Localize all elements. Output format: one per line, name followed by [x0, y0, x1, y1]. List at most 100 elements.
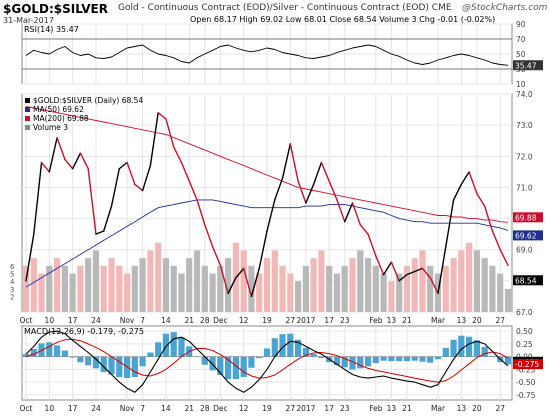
date-tick-label: Mar [431, 316, 446, 325]
price-line-segment [87, 168, 97, 235]
chart-description: Gold - Continuous Contract (EOD)/Silver … [118, 3, 452, 13]
stockcharts-brand: @StockCharts.com [462, 3, 548, 13]
date-tick-label: 27 [495, 316, 505, 325]
volume-bar [193, 250, 201, 312]
volume-bar [217, 265, 224, 312]
macd-histogram-bar [349, 356, 356, 370]
macd-histogram-bar [162, 333, 169, 357]
macd-tick-label: 0.50 [516, 327, 533, 336]
volume-bar [318, 250, 325, 312]
macd-date-tick-label: 12 [239, 404, 249, 413]
volume-bar [61, 265, 68, 312]
volume-bar [388, 281, 395, 312]
rsi-tick-label: 10 [516, 80, 526, 89]
volume-bar [271, 250, 278, 312]
macd-date-tick-label: 20 [472, 404, 482, 413]
macd-histogram-bar [372, 356, 379, 364]
macd-date-tick-label: 28 [200, 404, 210, 413]
macd-histogram-bar [357, 356, 364, 369]
price-line-segment [157, 111, 167, 120]
price-line-segment [219, 264, 229, 295]
macd-histogram-bar [295, 339, 302, 357]
price-tick-label: 69.0 [516, 246, 533, 255]
macd-date-tick-label: 13 [457, 404, 467, 413]
volume-bar [139, 258, 146, 312]
macd-date-tick-label: 2017 [296, 404, 315, 413]
ohlc-readout: Open 68.17 High 69.02 Low 68.01 Close 68… [190, 15, 496, 24]
volume-bar [302, 265, 309, 312]
date-tick-label: 2017 [296, 316, 315, 325]
price-line-segment [491, 230, 501, 251]
date-tick-label: 27 [286, 316, 296, 325]
price-line-segment [242, 267, 253, 298]
volume-bar [178, 273, 185, 312]
macd-histogram-bar [108, 356, 115, 375]
volume-tick-label: 2 [10, 294, 14, 302]
macd-date-tick-label: Nov [120, 404, 135, 413]
macd-histogram-bar [380, 356, 387, 361]
price-line-segment [56, 136, 66, 161]
price-line-segment [382, 261, 393, 276]
date-tick-label: 24 [91, 316, 101, 325]
date-tick-label: 10 [45, 316, 55, 325]
macd-date-tick-label: 19 [262, 404, 272, 413]
macd-date-tick-label: 24 [91, 404, 101, 413]
date-tick-label: 13 [457, 316, 467, 325]
rsi-current-value-box [513, 60, 543, 71]
volume-bar [170, 265, 177, 312]
volume-tick-label: 5 [10, 271, 14, 279]
volume-bar [357, 250, 364, 312]
macd-histogram-bar [256, 356, 263, 359]
price-line-segment [414, 267, 424, 273]
volume-bar [69, 273, 76, 312]
macd-histogram-bar [365, 356, 372, 367]
macd-histogram-bar [116, 356, 123, 377]
price-line-segment [110, 168, 120, 207]
macd-histogram-bar [30, 349, 37, 357]
macd-legend: MACD(12,26,9) -0.179, -0.275 [24, 327, 144, 336]
volume-bar [333, 273, 341, 312]
macd-histogram-bar [279, 334, 286, 357]
price-line-segment [281, 143, 292, 179]
price-line-segment [437, 245, 447, 295]
signal-current-value: -0.275 [515, 360, 539, 369]
price-line-segment [476, 192, 486, 207]
volume-tick-label: 6 [10, 263, 15, 271]
macd-histogram-bar [403, 356, 410, 362]
price-line-segment [227, 277, 237, 295]
macd-histogram-bar [434, 356, 442, 360]
price-line-segment [180, 161, 190, 182]
price-line-segment [33, 161, 43, 235]
signal-current-value-box [513, 359, 543, 370]
volume-bar [349, 258, 356, 312]
legend-entry: MA(50) 69.62 [33, 105, 84, 114]
price-tick-label: 72.0 [516, 152, 533, 161]
volume-bar [450, 258, 457, 312]
price-line-segment [79, 152, 89, 170]
rsi-tick-label: 50 [516, 50, 526, 59]
price-line-segment [429, 277, 439, 295]
volume-bar [396, 273, 403, 312]
date-tick-label: 21 [184, 316, 194, 325]
macd-histogram-bar [388, 356, 395, 362]
price-line-segment [398, 273, 408, 282]
price-current-value: 68.54 [515, 276, 537, 285]
macd-date-tick-label: 14 [161, 404, 171, 413]
macd-histogram-bar [466, 336, 473, 357]
date-tick-label: 23 [340, 316, 350, 325]
volume-bar [481, 258, 488, 312]
date-tick-label: 20 [472, 316, 482, 325]
date-tick-label: 7 [140, 316, 145, 325]
price-line-segment [406, 270, 416, 276]
price-line-segment [149, 111, 159, 167]
macd-histogram-bar [458, 335, 465, 357]
legend-entry: $GOLD:$SILVER (Daily) 68.54 [33, 96, 143, 105]
macd-date-tick-label: 17 [68, 404, 78, 413]
volume-bar [263, 258, 271, 312]
macd-date-tick-label: Dec [213, 404, 228, 413]
macd-date-tick-label: 21 [184, 404, 194, 413]
price-line-segment [48, 136, 58, 173]
price-line-segment [211, 245, 222, 266]
macd-histogram-bar [481, 346, 488, 357]
